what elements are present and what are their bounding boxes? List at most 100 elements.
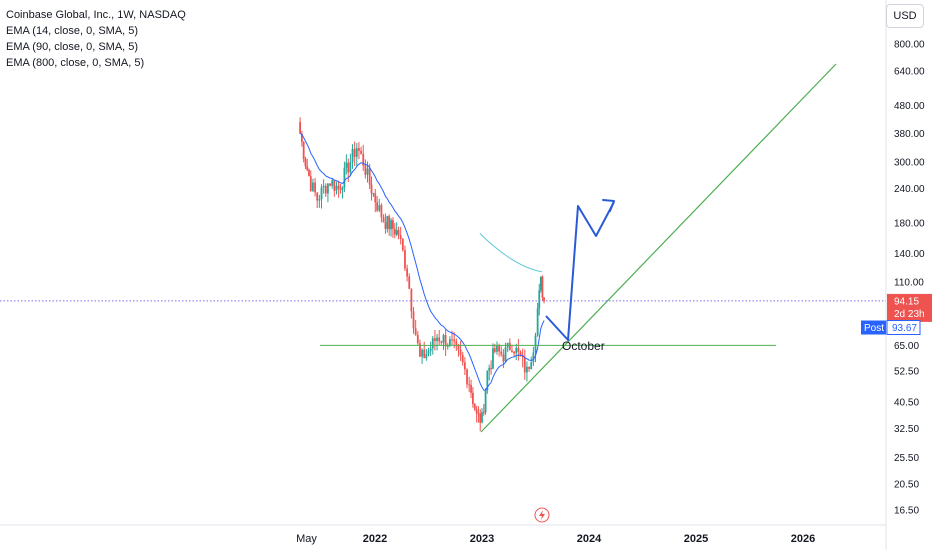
price-labels: 94.15 2d 23h Post 93.67	[861, 293, 932, 336]
candle-body	[393, 228, 396, 235]
candle-body	[425, 354, 428, 359]
y-tick-label: 16.50	[894, 506, 919, 517]
candle-body	[479, 413, 482, 423]
candle-body	[463, 362, 466, 370]
candle-body	[451, 339, 453, 341]
candle-body	[308, 170, 310, 177]
candle-body	[300, 133, 303, 142]
candle-body	[401, 238, 404, 251]
projection-path	[545, 201, 615, 341]
candle-body	[353, 148, 356, 157]
countdown-value: 2d 23h	[894, 309, 925, 320]
candle-body	[386, 216, 389, 229]
y-tick-label: 300.00	[894, 157, 925, 168]
candle-body	[312, 182, 314, 191]
candle-body	[492, 348, 494, 369]
candle-body	[493, 348, 496, 352]
candle-body	[412, 311, 415, 329]
post-tag-badge	[861, 320, 886, 335]
x-tick-label: 2026	[791, 533, 815, 545]
currency-button[interactable]: USD	[886, 4, 924, 28]
candle-body	[427, 351, 430, 355]
trend-line	[480, 63, 837, 433]
candle-body	[515, 347, 518, 354]
candle-body	[404, 250, 406, 269]
candle-body	[358, 148, 360, 151]
x-tick-label: 2023	[470, 533, 494, 545]
candle-body	[372, 193, 375, 195]
candle-body	[528, 366, 530, 369]
candle-body	[364, 165, 367, 175]
candle-body	[526, 366, 528, 373]
candle-body	[523, 357, 526, 373]
candle-body	[341, 187, 344, 190]
candle-body	[457, 345, 460, 350]
candle-body	[380, 205, 383, 218]
candle-body	[449, 339, 451, 346]
candle-body	[536, 308, 539, 336]
y-axis[interactable]: 800.00 640.00 480.00 380.00 300.00 240.00 180.…	[894, 40, 925, 517]
candle-body	[306, 166, 309, 171]
y-tick-label: 380.00	[894, 129, 925, 140]
candle-body	[397, 230, 400, 236]
candle-body	[541, 276, 544, 298]
symbol-title[interactable]: Coinbase Global, Inc., 1W, NASDAQ	[6, 9, 186, 21]
candle-body	[416, 334, 419, 344]
y-tick-label: 140.00	[894, 249, 925, 260]
candle-body	[410, 288, 413, 312]
candle-body	[438, 337, 441, 342]
candle-body	[384, 222, 387, 229]
x-tick-label: 2022	[363, 533, 387, 545]
ema-90-label[interactable]: EMA (90, close, 0, SMA, 5)	[6, 41, 139, 53]
candle-body	[408, 276, 411, 289]
candle-body	[468, 384, 471, 386]
candle-body	[444, 335, 447, 347]
x-axis[interactable]: May 2022 2023 2024 2025 2026	[296, 533, 815, 545]
last-price-badge	[887, 293, 932, 322]
october-annotation: October	[562, 339, 605, 353]
candle-body	[335, 185, 338, 191]
candle-body	[513, 351, 515, 354]
candle-body	[316, 192, 319, 201]
candle-body	[538, 290, 541, 309]
candle-body	[473, 403, 476, 410]
candle-body	[459, 349, 462, 355]
candle-body	[376, 202, 379, 211]
candle-body	[378, 205, 381, 211]
candle-body	[318, 199, 321, 201]
candle-body	[532, 352, 535, 363]
y-tick-label: 480.00	[894, 101, 925, 112]
candle-body	[362, 153, 365, 166]
y-tick-label: 52.50	[894, 367, 919, 378]
candle-body	[429, 348, 432, 352]
x-tick-label: May	[296, 533, 317, 545]
plot-area[interactable]	[0, 0, 886, 525]
candle-body	[339, 188, 342, 190]
chart-legend: Coinbase Global, Inc., 1W, NASDAQ EMA (1…	[6, 7, 186, 71]
post-tag-text: Post	[864, 323, 884, 334]
candle-body	[360, 150, 362, 154]
candle-body	[414, 328, 417, 335]
x-tick-label: 2024	[577, 533, 602, 545]
candle-body	[355, 148, 358, 157]
y-tick-label: 20.50	[894, 479, 919, 490]
candle-body	[446, 345, 449, 347]
lightning-icon	[539, 510, 545, 520]
candle-body	[530, 362, 533, 369]
candle-body	[453, 339, 456, 342]
candle-body	[333, 180, 336, 191]
candle-body	[423, 349, 426, 359]
candle-body	[508, 342, 511, 351]
y-tick-label: 110.00	[894, 278, 924, 289]
candle-body	[368, 168, 371, 185]
candle-body	[299, 121, 301, 134]
candles-layer	[299, 117, 545, 432]
candle-body	[496, 345, 498, 352]
y-tick-label: 32.50	[894, 424, 919, 435]
candle-body	[461, 354, 464, 363]
candle-body	[324, 185, 327, 194]
ema-800-label[interactable]: EMA (800, close, 0, SMA, 5)	[6, 57, 145, 69]
ema-14-label[interactable]: EMA (14, close, 0, SMA, 5)	[6, 25, 139, 37]
